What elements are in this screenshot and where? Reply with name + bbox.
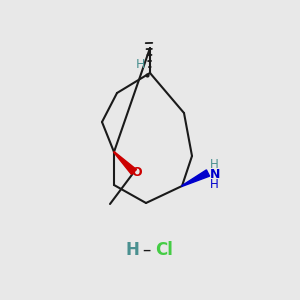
Text: Cl: Cl [155,241,173,259]
Text: H: H [210,178,219,190]
Polygon shape [114,152,136,175]
Text: H: H [135,58,145,71]
Text: N: N [210,167,220,181]
Text: O: O [132,167,142,179]
Text: H: H [125,241,139,259]
Text: H: H [210,158,219,170]
Text: –: – [142,241,150,259]
Polygon shape [182,170,210,186]
